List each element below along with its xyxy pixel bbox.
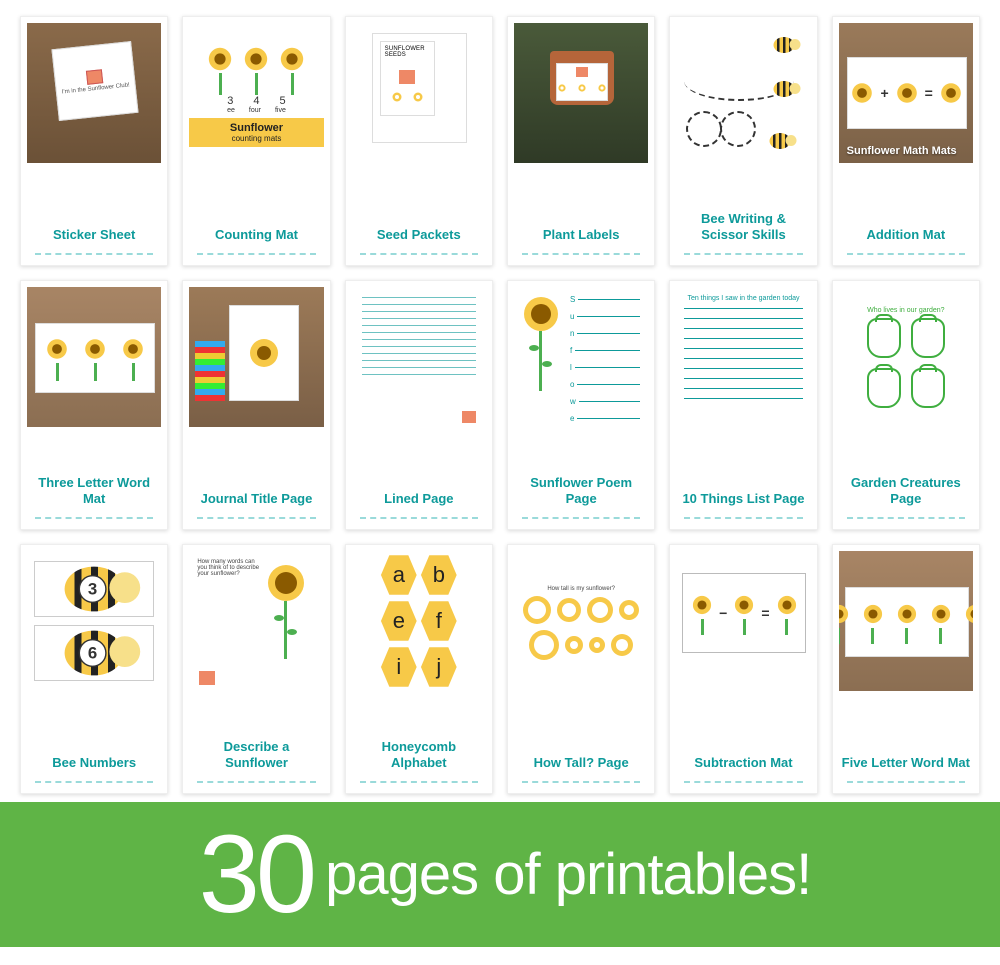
card-title: Sticker Sheet (51, 227, 137, 249)
card-bee-writing[interactable]: Bee Writing & Scissor Skills (669, 16, 817, 266)
cards-grid: I'm in the Sunflower Club! Sticker Sheet… (0, 0, 1000, 802)
thumb (352, 287, 486, 427)
card-title: 10 Things List Page (680, 491, 806, 513)
card-subtraction[interactable]: − = Subtraction Mat (669, 544, 817, 794)
thumb (189, 287, 323, 427)
card-seed-packets[interactable]: SUNFLOWER SEEDS Seed Packets (345, 16, 493, 266)
thumb: How many words can you think of to descr… (189, 551, 323, 691)
card-creatures[interactable]: Who lives in our garden? Garden Creature… (832, 280, 980, 530)
thumb: a b e f i j (352, 551, 486, 691)
thumb: Ten things I saw in the garden today (676, 287, 810, 427)
banner-text: pages of printables! (325, 841, 811, 908)
card-lined[interactable]: Lined Page (345, 280, 493, 530)
card-title: Subtraction Mat (692, 755, 794, 777)
card-title: Garden Creatures Page (839, 475, 973, 514)
card-ten-things[interactable]: Ten things I saw in the garden today 10 … (669, 280, 817, 530)
card-three-letter[interactable]: Three Letter Word Mat (20, 280, 168, 530)
thumb: 345 eefourfive Sunflower counting mats (189, 23, 323, 163)
card-title: Counting Mat (213, 227, 300, 249)
card-title: Sunflower Poem Page (514, 475, 648, 514)
card-sticker-sheet[interactable]: I'm in the Sunflower Club! Sticker Sheet (20, 16, 168, 266)
thumb: I'm in the Sunflower Club! (27, 23, 161, 163)
thumb: 3 6 (27, 551, 161, 691)
thumb: − = (676, 551, 810, 691)
card-title: Seed Packets (375, 227, 463, 249)
card-title: Lined Page (382, 491, 455, 513)
card-title: How Tall? Page (532, 755, 631, 777)
card-describe[interactable]: How many words can you think of to descr… (182, 544, 330, 794)
card-bee-numbers[interactable]: 3 6 Bee Numbers (20, 544, 168, 794)
card-title: Plant Labels (541, 227, 622, 249)
card-title: Three Letter Word Mat (27, 475, 161, 514)
card-addition-mat[interactable]: + = Sunflower Math Mats Addition Mat (832, 16, 980, 266)
thumb (839, 551, 973, 691)
card-title: Describe a Sunflower (189, 739, 323, 778)
thumb: How tall is my sunflower? (514, 551, 648, 691)
card-honeycomb[interactable]: a b e f i j Honeycomb Alphabet (345, 544, 493, 794)
thumb: Who lives in our garden? (839, 287, 973, 427)
card-five-letter[interactable]: Five Letter Word Mat (832, 544, 980, 794)
thumb: S u n f l o w e r (514, 287, 648, 427)
card-title: Honeycomb Alphabet (352, 739, 486, 778)
card-journal[interactable]: Journal Title Page (182, 280, 330, 530)
thumb (676, 23, 810, 163)
footer-banner: 30 pages of printables! (0, 802, 1000, 947)
card-poem[interactable]: S u n f l o w e r Sunflower Poem Page (507, 280, 655, 530)
card-title: Five Letter Word Mat (840, 755, 972, 777)
divider (35, 253, 153, 255)
thumb (27, 287, 161, 427)
card-counting-mat[interactable]: 345 eefourfive Sunflower counting mats C… (182, 16, 330, 266)
thumb: SUNFLOWER SEEDS (352, 23, 486, 163)
thumb (514, 23, 648, 163)
card-how-tall[interactable]: How tall is my sunflower? How Tall? Page (507, 544, 655, 794)
card-title: Journal Title Page (199, 491, 315, 513)
card-title: Bee Numbers (50, 755, 138, 777)
card-plant-labels[interactable]: Plant Labels (507, 16, 655, 266)
thumb: + = Sunflower Math Mats (839, 23, 973, 163)
card-title: Addition Mat (864, 227, 947, 249)
card-title: Bee Writing & Scissor Skills (676, 211, 810, 250)
banner-number: 30 (199, 820, 313, 930)
